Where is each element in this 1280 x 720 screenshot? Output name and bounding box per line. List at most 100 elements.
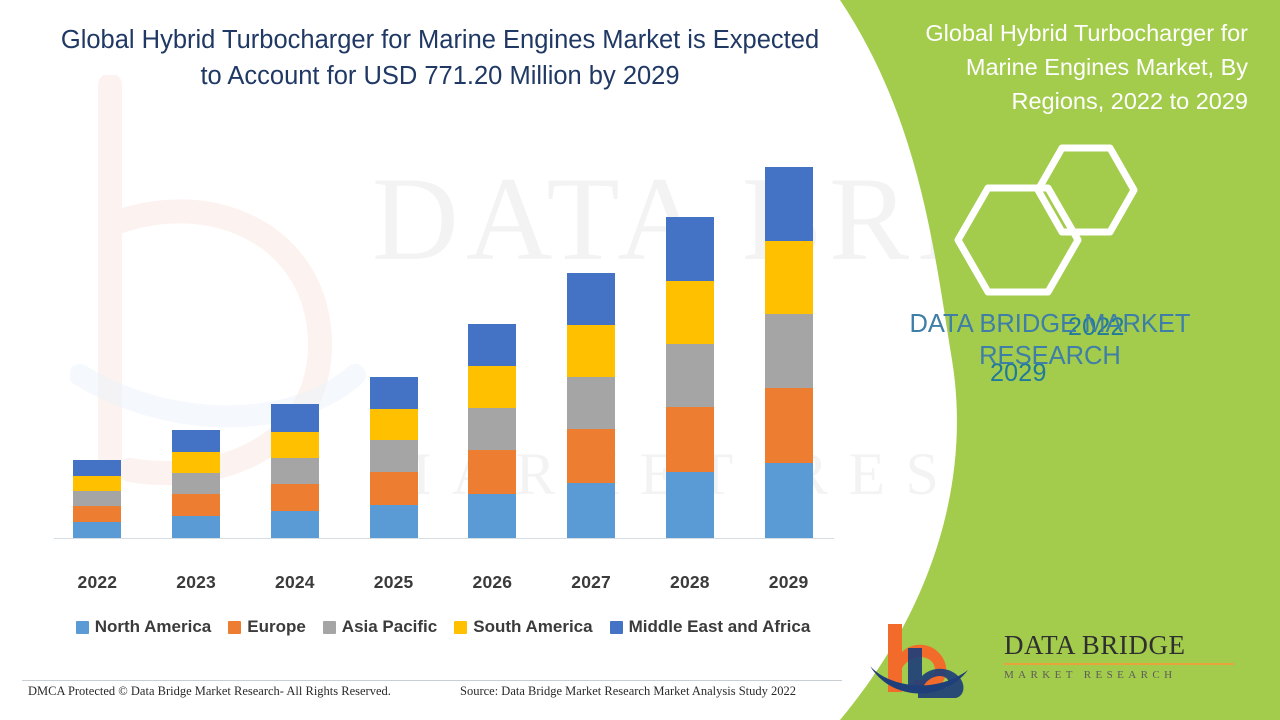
bar-segment: [468, 324, 517, 366]
x-axis-label-2027: 2027: [571, 572, 611, 592]
x-axis-label-2029: 2029: [768, 572, 809, 592]
legend-swatch-icon: [609, 620, 623, 634]
bar-segment: [73, 476, 122, 491]
bar-segment: [468, 408, 517, 450]
x-axis-labels: 2022 2023 2024 2025 2026 2027 2028 2029: [48, 572, 838, 593]
bar-segment: [665, 407, 714, 472]
bar-segment: [567, 377, 616, 429]
bar-segment: [468, 494, 517, 538]
legend-item[interactable]: Asia Pacific: [322, 617, 438, 637]
legend-item[interactable]: Middle East and Africa: [609, 617, 811, 637]
bar-segment: [567, 325, 616, 377]
stacked-bar: [172, 430, 221, 538]
hexagon-badges: 2022 2029: [810, 140, 1280, 387]
legend-label: Asia Pacific: [341, 617, 438, 636]
x-axis-label-2028: 2028: [670, 572, 710, 592]
dmca-notice: DMCA Protected © Data Bridge Market Rese…: [28, 684, 391, 698]
bar-segment: [270, 484, 319, 511]
x-axis-line: [54, 538, 834, 539]
legend-swatch-icon: [454, 620, 468, 634]
bar-segment: [369, 409, 418, 440]
legend-label: North America: [94, 617, 212, 636]
bar-column-2029: [741, 150, 837, 538]
bar-segment: [172, 452, 221, 473]
panel-title: Global Hybrid Turbocharger for Marine En…: [925, 20, 1248, 115]
hexagon-2029-shape: [954, 184, 1082, 296]
bar-column-2026: [444, 150, 540, 538]
bar-segment: [665, 472, 714, 538]
legend-label: South America: [473, 617, 593, 636]
legend-swatch-icon: [322, 620, 336, 634]
bar-segment: [172, 430, 221, 452]
bar-segment: [73, 491, 122, 506]
x-axis-label-2026: 2026: [472, 572, 513, 592]
bar-segment: [764, 167, 813, 241]
bar-segment: [172, 494, 221, 516]
stacked-bar: [369, 377, 418, 538]
bar-column-2025: [346, 150, 442, 538]
page-title: Global Hybrid Turbocharger for Marine En…: [60, 26, 820, 91]
bar-segment: [665, 281, 714, 344]
logo-title: DATA BRIDGE: [1004, 630, 1186, 660]
hexagon-2022-label: 2022: [1068, 313, 1125, 341]
bar-segment: [468, 366, 517, 408]
bar-segment: [764, 314, 813, 388]
logo-mark-icon: [870, 624, 968, 698]
bar-segment: [665, 217, 714, 281]
x-axis-label-2025: 2025: [373, 572, 414, 592]
bar-segment: [567, 273, 616, 325]
bar-segment: [270, 432, 319, 458]
bar-segment: [172, 473, 221, 494]
stacked-bar: [665, 217, 714, 538]
bar-column-2027: [543, 150, 639, 538]
chart-legend: North America Europe Asia Pacific South Ame…: [48, 617, 838, 637]
bar-segment: [369, 377, 418, 409]
bar-segment: [369, 472, 418, 505]
source-note: Source: Data Bridge Market Research Mark…: [460, 684, 797, 698]
right-green-panel: Global Hybrid Turbocharger for Marine En…: [810, 0, 1280, 720]
bar-segment: [764, 388, 813, 463]
bar-series-container: [48, 150, 838, 538]
data-bridge-logo: DATA BRIDGE MARKET RESEARCH: [868, 618, 1268, 698]
legend-item[interactable]: South America: [454, 617, 593, 637]
bar-segment: [567, 429, 616, 483]
stacked-bar: [764, 167, 813, 538]
bar-column-2023: [148, 150, 244, 538]
plot-area: [48, 150, 838, 550]
bar-segment: [665, 344, 714, 407]
bar-segment: [73, 506, 122, 522]
legend-swatch-icon: [75, 620, 89, 634]
bar-segment: [73, 460, 122, 476]
stacked-bar: [468, 324, 517, 538]
bar-segment: [369, 505, 418, 538]
x-axis-label-2022: 2022: [77, 572, 118, 592]
logo-divider: [1004, 663, 1234, 665]
hexagon-2029-label: 2029: [990, 359, 1047, 387]
legend-swatch-icon: [228, 620, 242, 634]
stacked-bar-chart: [48, 150, 838, 562]
logo-text-block: DATA BRIDGE MARKET RESEARCH: [1004, 632, 1234, 681]
bar-segment: [764, 241, 813, 314]
bar-segment: [468, 450, 517, 494]
legend-item[interactable]: Europe: [228, 617, 306, 637]
footer-divider: [22, 680, 842, 681]
legend-item[interactable]: North America: [75, 617, 212, 637]
bar-segment: [270, 458, 319, 484]
x-axis-label-2023: 2023: [176, 572, 216, 592]
legend-label: Middle East and Africa: [628, 617, 811, 636]
bar-segment: [764, 463, 813, 538]
panel-brand-name: DATA BRIDGE MARKET RESEARCH: [909, 310, 1191, 371]
x-axis-label-2024: 2024: [275, 572, 315, 592]
bar-column-2028: [642, 150, 738, 538]
bar-segment: [270, 404, 319, 432]
stacked-bar: [270, 404, 319, 538]
bar-segment: [270, 511, 319, 538]
stacked-bar: [567, 273, 616, 538]
bar-segment: [172, 516, 221, 538]
bar-segment: [369, 440, 418, 472]
bar-segment: [567, 483, 616, 538]
legend-label: Europe: [247, 617, 306, 636]
bar-column-2022: [49, 150, 145, 538]
green-panel-shape: [840, 0, 1280, 720]
